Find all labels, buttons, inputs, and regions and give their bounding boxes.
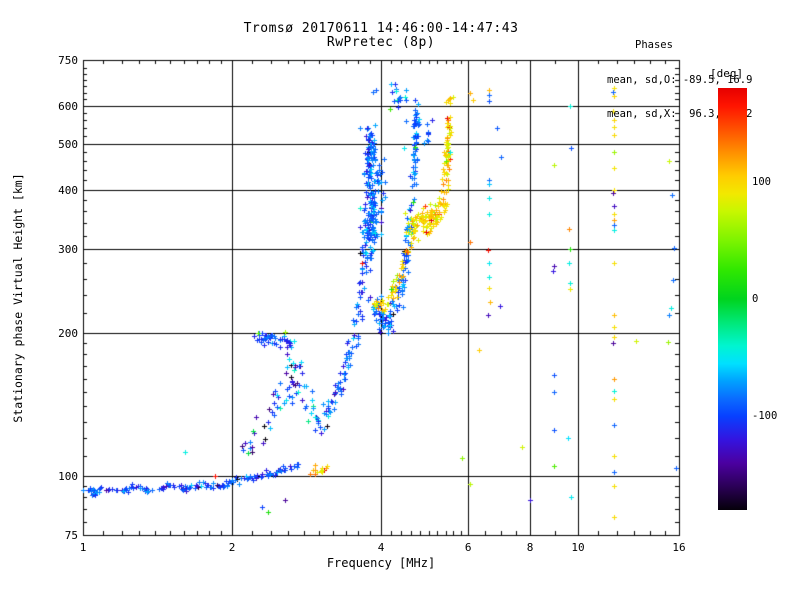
chart-subtitle: RwPretec (8p) (326, 35, 436, 50)
x-tick-label: 6 (464, 541, 472, 554)
y-tick-label: 200 (58, 326, 78, 340)
y-tick-label: 75 (64, 529, 78, 542)
y-tick-label: 400 (58, 183, 78, 197)
y-axis-title: Stationary phase Virtual Height [km] (11, 173, 25, 423)
colorbar-tick-label: -100 (752, 410, 778, 423)
phase-stats-header: Phases (635, 39, 673, 51)
x-tick-label: 1 (79, 541, 87, 554)
y-tick-label: 100 (58, 469, 78, 483)
colorbar-unit-label: [deg] (710, 67, 744, 80)
x-tick-label: 16 (672, 541, 686, 554)
colorbar-gradient (718, 88, 747, 510)
y-tick-label: 750 (58, 54, 78, 67)
x-tick-label: 2 (228, 541, 236, 554)
x-tick-label: 8 (526, 541, 534, 554)
y-tick-label: 300 (58, 243, 78, 257)
x-tick-label: 4 (377, 541, 385, 554)
y-tick-label: 600 (58, 100, 78, 114)
phase-stats-o-mode: mean, sd,O: -89.5, 16.9 (607, 73, 753, 86)
x-tick-label: 10 (571, 541, 585, 554)
x-axis-title: Frequency [MHz] (326, 556, 436, 570)
y-tick-label: 500 (58, 137, 78, 151)
colorbar-tick-label: 100 (752, 175, 771, 188)
colorbar-tick-label: 0 (752, 293, 759, 305)
chart-title: Tromsø 20170611 14:46:00-14:47:43 (243, 21, 519, 36)
